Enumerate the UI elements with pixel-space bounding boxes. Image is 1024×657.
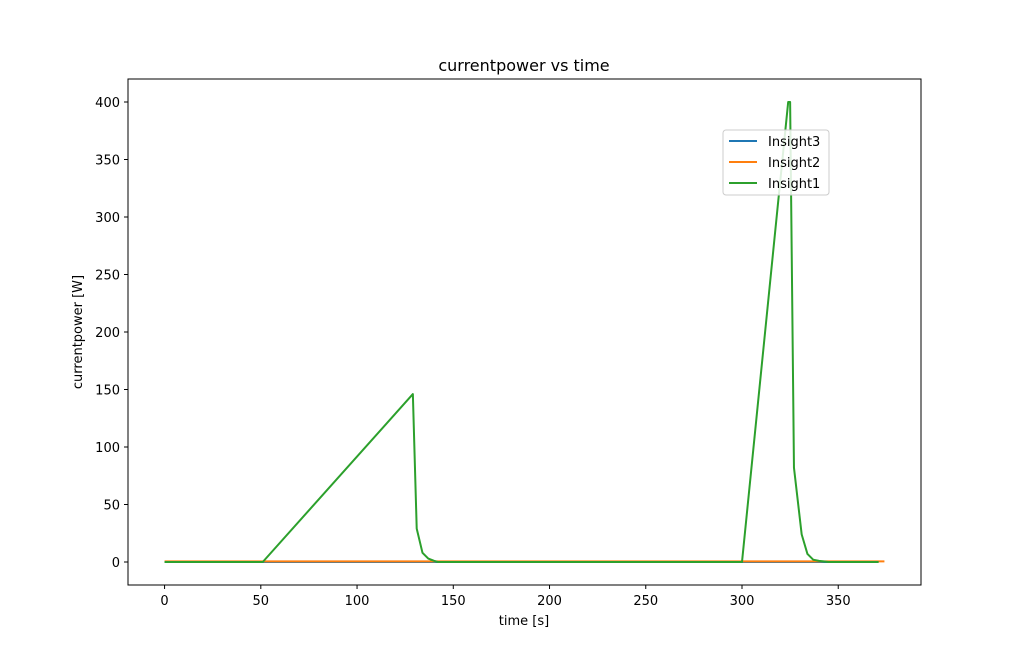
x-tick-label: 50 xyxy=(253,594,270,609)
x-tick-label: 350 xyxy=(826,594,851,609)
y-tick-label: 50 xyxy=(103,499,120,514)
legend: Insight3 Insight2 Insight1 xyxy=(722,129,830,196)
y-tick-label: 400 xyxy=(95,96,120,111)
legend-label-insight3: Insight3 xyxy=(768,135,820,150)
x-tick-label: 300 xyxy=(730,594,755,609)
x-tick-label: 250 xyxy=(633,594,658,609)
axes: 0 50 100 150 200 250 300 350 0 50 100 150 200 250 300 3… xyxy=(95,78,922,609)
legend-box xyxy=(722,129,830,196)
x-axis-label: time [s] xyxy=(499,614,549,629)
legend-label-insight1: Insight1 xyxy=(768,177,820,192)
y-tick-label: 100 xyxy=(95,441,120,456)
x-tick-label: 0 xyxy=(160,594,168,609)
y-tick-label: 350 xyxy=(95,154,120,169)
y-axis-label: currentpower [W] xyxy=(71,275,86,389)
y-tick-label: 250 xyxy=(95,269,120,284)
y-tick-label: 300 xyxy=(95,211,120,226)
chart-title: currentpower vs time xyxy=(438,56,609,75)
y-tick-label: 200 xyxy=(95,326,120,341)
y-tick-label: 0 xyxy=(112,556,120,571)
x-tick-label: 150 xyxy=(441,594,466,609)
x-tick-label: 100 xyxy=(345,594,370,609)
y-tick-label: 150 xyxy=(95,384,120,399)
x-tick-label: 200 xyxy=(537,594,562,609)
series-line-insight1 xyxy=(164,101,879,563)
plot-area xyxy=(164,101,885,563)
legend-label-insight2: Insight2 xyxy=(768,156,820,171)
